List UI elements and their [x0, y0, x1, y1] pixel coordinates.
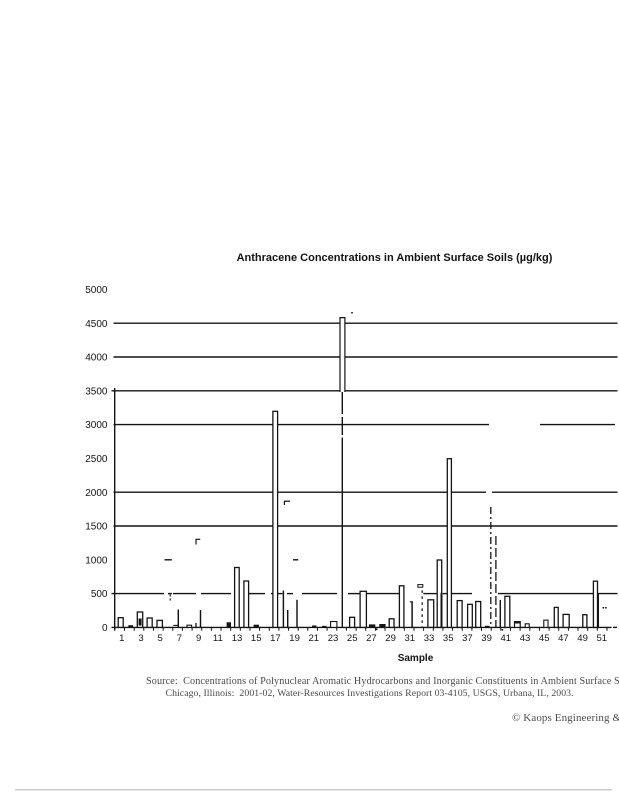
svg-text:Chicago, Illinois: 2001-02, W: Chicago, Illinois: 2001-02, Water-Resour…: [166, 688, 574, 699]
svg-text:17: 17: [270, 633, 281, 644]
svg-text:3: 3: [138, 633, 143, 644]
svg-text:500: 500: [91, 589, 108, 600]
svg-text:21: 21: [309, 633, 320, 644]
svg-text:Source: Concentrations of Pol: Source: Concentrations of Polynuclear Ar…: [146, 676, 619, 687]
svg-text:2000: 2000: [85, 488, 108, 499]
svg-text:35: 35: [443, 633, 454, 644]
svg-text:51: 51: [597, 633, 608, 644]
svg-text:7: 7: [177, 633, 182, 644]
svg-text:1: 1: [119, 633, 124, 644]
svg-text:49: 49: [577, 633, 588, 644]
svg-text:27: 27: [366, 633, 377, 644]
svg-text:33: 33: [424, 633, 435, 644]
svg-text:3000: 3000: [85, 420, 108, 431]
svg-text:5000: 5000: [85, 285, 108, 296]
svg-text:45: 45: [539, 633, 550, 644]
svg-text:4500: 4500: [85, 319, 108, 330]
svg-text:Sample: Sample: [398, 653, 434, 664]
svg-text:31: 31: [405, 633, 416, 644]
svg-text:29: 29: [385, 633, 396, 644]
svg-text:25: 25: [347, 633, 358, 644]
svg-text:3500: 3500: [85, 386, 108, 397]
svg-text:19: 19: [289, 633, 300, 644]
svg-text:1500: 1500: [85, 522, 108, 533]
svg-text:5: 5: [158, 633, 163, 644]
svg-text:43: 43: [520, 633, 531, 644]
svg-text:Anthracene Concentrations in A: Anthracene Concentrations in Ambient Sur…: [237, 252, 553, 264]
svg-text:2500: 2500: [85, 454, 108, 465]
svg-text:© Kaops Engineering & Ap: © Kaops Engineering & Ap: [512, 712, 619, 724]
svg-text:11: 11: [213, 633, 223, 644]
svg-text:0: 0: [102, 623, 108, 634]
svg-text:39: 39: [481, 633, 492, 644]
svg-text:1000: 1000: [85, 555, 108, 566]
svg-text:47: 47: [558, 633, 569, 644]
svg-text:15: 15: [251, 633, 262, 644]
svg-text:4000: 4000: [85, 353, 108, 364]
svg-text:9: 9: [196, 633, 201, 644]
svg-text:37: 37: [462, 633, 473, 644]
svg-text:13: 13: [232, 633, 243, 644]
svg-text:23: 23: [328, 633, 339, 644]
svg-text:41: 41: [501, 633, 512, 644]
